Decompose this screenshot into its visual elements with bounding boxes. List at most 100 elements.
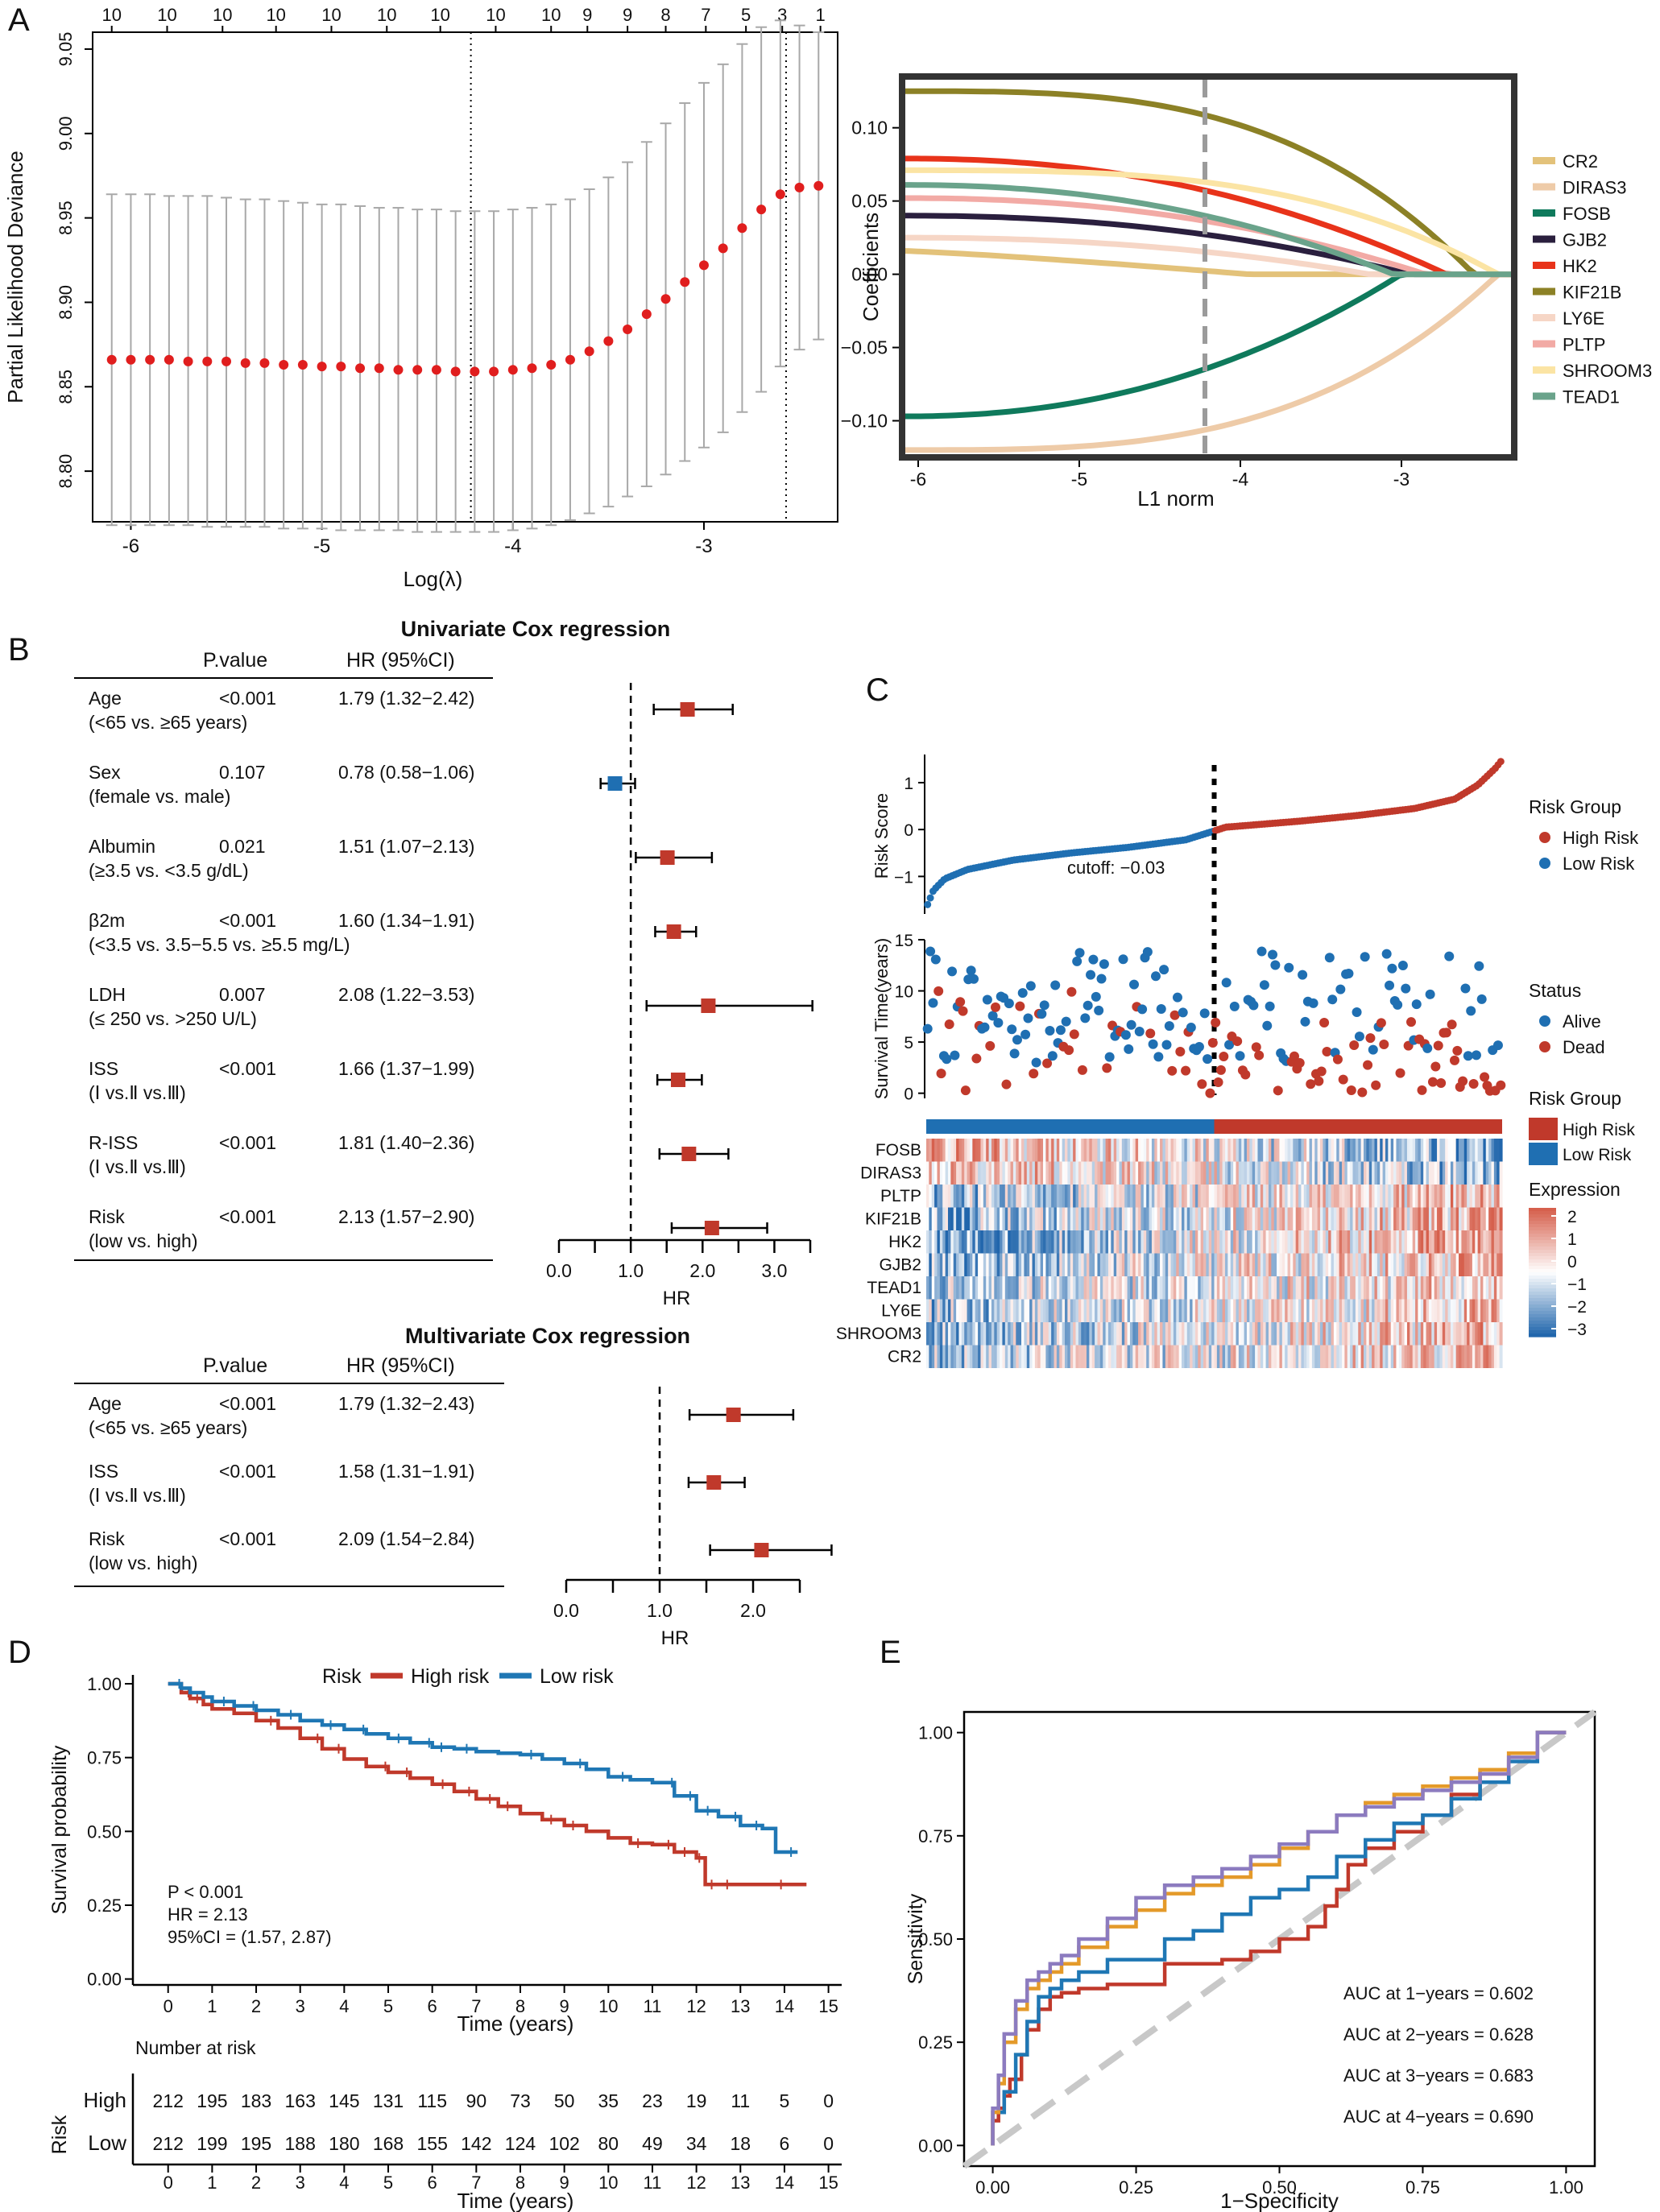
heatmap-cell — [1404, 1299, 1408, 1322]
heatmap-cell — [1252, 1161, 1256, 1185]
heatmap-cell — [1363, 1139, 1367, 1162]
risk-table-count: 6 — [780, 2133, 790, 2154]
heatmap-cell — [1314, 1276, 1318, 1300]
heatmap-cell — [1165, 1299, 1169, 1322]
x-tick-label: 12 — [686, 1996, 706, 2016]
heatmap-cell — [1372, 1139, 1376, 1162]
heatmap-cell — [967, 1139, 971, 1162]
heatmap-cell — [1257, 1276, 1261, 1300]
x-tick-label: 9 — [560, 1996, 569, 2016]
heatmap-cell — [1224, 1276, 1228, 1300]
heatmap-cell — [1200, 1299, 1204, 1322]
heatmap-cell — [988, 1345, 992, 1368]
heatmap-cell — [975, 1322, 979, 1346]
heatmap-cell — [1412, 1299, 1416, 1322]
heatmap-cell — [1095, 1322, 1099, 1346]
heatmap-cell — [1206, 1253, 1210, 1276]
heatmap-cell — [1263, 1230, 1267, 1254]
heatmap-cell — [1219, 1230, 1223, 1254]
legend-label: Low risk — [540, 1665, 614, 1688]
heatmap-cell — [1428, 1253, 1432, 1276]
heatmap-cell — [929, 1299, 933, 1322]
heatmap-cell — [1461, 1139, 1465, 1162]
x-tick-label: -5 — [1071, 469, 1087, 490]
heatmap-cell — [1420, 1276, 1424, 1300]
heatmap-cell — [1336, 1185, 1340, 1208]
heatmap-cell — [950, 1161, 954, 1185]
heatmap-cell — [1469, 1253, 1473, 1276]
heatmap-cell — [1208, 1253, 1212, 1276]
legend-dot — [1539, 832, 1550, 843]
heatmap-cell — [991, 1139, 995, 1162]
heatmap-cell — [1067, 1276, 1071, 1300]
survival-point — [1142, 947, 1153, 957]
heatmap-cell — [1347, 1185, 1351, 1208]
heatmap-cell — [1393, 1345, 1397, 1368]
heatmap-cell — [1467, 1185, 1471, 1208]
heatmap-cell — [1138, 1230, 1142, 1254]
heatmap-cell — [1285, 1207, 1289, 1230]
heatmap-cell — [991, 1322, 995, 1346]
heatmap-cell — [926, 1253, 929, 1276]
heatmap-cell — [1091, 1345, 1095, 1368]
heatmap-cell — [1233, 1276, 1237, 1300]
heatmap-cell — [996, 1322, 1000, 1346]
heatmap-cell — [1412, 1253, 1416, 1276]
risk-table-count: 19 — [686, 2090, 707, 2111]
heatmap-cell — [1105, 1253, 1109, 1276]
heatmap-cell — [1099, 1230, 1103, 1254]
survival-point — [1061, 1016, 1071, 1027]
survival-point — [1314, 1076, 1324, 1086]
heatmap-cell — [1450, 1276, 1454, 1300]
heatmap-cell — [1388, 1161, 1392, 1185]
heatmap-cell — [1026, 1322, 1030, 1346]
heatmap-cell — [1154, 1207, 1158, 1230]
heatmap-gene-label: TEAD1 — [867, 1279, 921, 1297]
heatmap-cell — [1499, 1276, 1503, 1300]
heatmap-cell — [1241, 1276, 1245, 1300]
heatmap-cell — [1423, 1207, 1427, 1230]
heatmap-cell — [1121, 1322, 1125, 1346]
x-tick-label: 7 — [471, 2173, 481, 2193]
heatmap-cell — [1173, 1185, 1177, 1208]
heatmap-cell — [1154, 1322, 1158, 1346]
heatmap-cell — [1233, 1207, 1237, 1230]
x-axis-title: Time (years) — [457, 2011, 574, 2036]
heatmap-cell — [1056, 1345, 1060, 1368]
heatmap-cell — [1485, 1253, 1489, 1276]
heatmap-cell — [939, 1139, 943, 1162]
heatmap-cell — [1339, 1299, 1343, 1322]
heatmap-cell — [1021, 1276, 1025, 1300]
heatmap-cell — [1453, 1345, 1457, 1368]
heatmap-cell — [1303, 1276, 1307, 1300]
heatmap-cell — [1233, 1230, 1237, 1254]
heatmap-cell — [1260, 1299, 1264, 1322]
heatmap-cell — [956, 1322, 960, 1346]
heatmap-cell — [1192, 1230, 1196, 1254]
heatmap-cell — [975, 1276, 979, 1300]
heatmap-cell — [1277, 1139, 1281, 1162]
heatmap-cell — [953, 1345, 957, 1368]
heatmap-cell — [1135, 1299, 1139, 1322]
heatmap-cell — [1091, 1276, 1095, 1300]
heatmap-cell — [1301, 1345, 1305, 1368]
heatmap-cell — [1103, 1299, 1107, 1322]
heatmap-gene-label: FOSB — [876, 1141, 921, 1160]
heatmap-cell — [994, 1230, 998, 1254]
heatmap-cell — [947, 1345, 951, 1368]
heatmap-cell — [1352, 1299, 1356, 1322]
col-header-hr: HR (95%CI) — [346, 649, 455, 672]
heatmap-cell — [1154, 1139, 1158, 1162]
heatmap-cell — [953, 1139, 957, 1162]
heatmap-cell — [1428, 1161, 1432, 1185]
heatmap-cell — [958, 1253, 962, 1276]
survival-point — [1492, 1040, 1503, 1051]
heatmap-cell — [1342, 1345, 1345, 1368]
heatmap-cell — [1401, 1139, 1405, 1162]
survival-point — [1476, 994, 1487, 1004]
heatmap-cell — [1323, 1322, 1327, 1346]
x-tick-label: 3 — [296, 1996, 305, 2016]
survival-point — [1055, 1025, 1066, 1036]
heatmap-cell — [1056, 1253, 1060, 1276]
heatmap-cell — [1301, 1230, 1305, 1254]
